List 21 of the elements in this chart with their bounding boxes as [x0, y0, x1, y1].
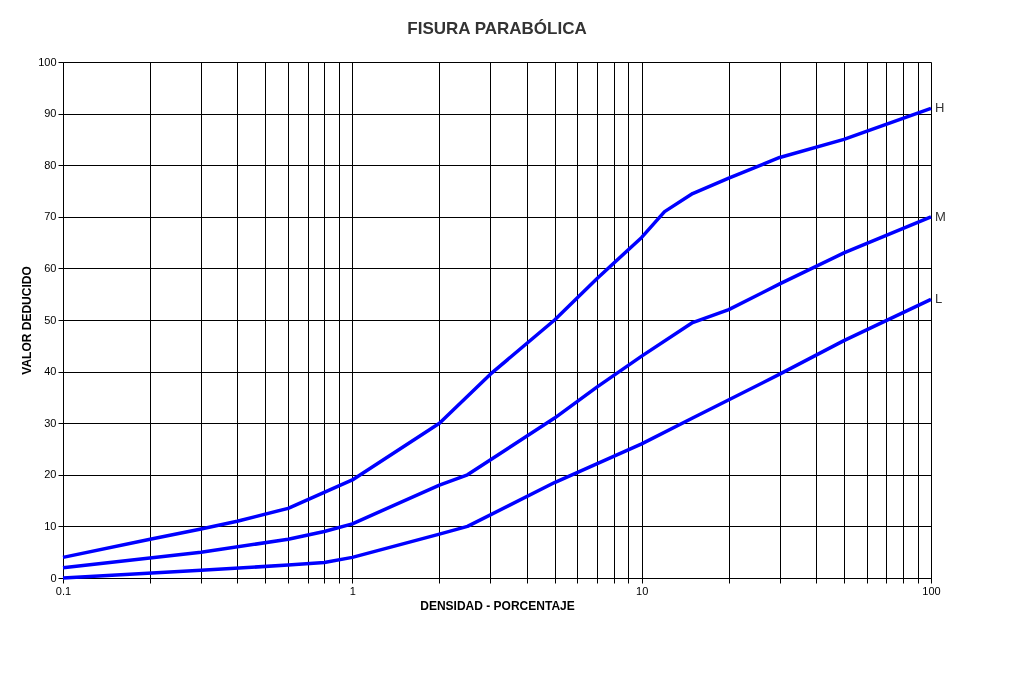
y-tick-label: 60: [44, 261, 57, 274]
series-label: H: [935, 100, 945, 116]
x-tick-label: 0.1: [55, 584, 72, 597]
y-tick-label: 40: [44, 365, 57, 378]
y-tick-label: 80: [44, 158, 57, 171]
y-tick-label: 0: [50, 571, 57, 584]
x-tick-label: 100: [922, 584, 941, 597]
series-label: L: [935, 291, 943, 307]
y-tick-label: 30: [44, 416, 57, 429]
y-tick-label: 20: [44, 468, 57, 481]
chart-title: FISURA PARABÓLICA: [407, 19, 587, 38]
x-tick-label: 1: [349, 584, 356, 597]
y-axis-title: VALOR DEDUCIDO: [20, 266, 35, 375]
x-tick-label: 10: [636, 584, 649, 597]
y-tick-label: 50: [44, 313, 57, 326]
x-axis-title: DENSIDAD - PORCENTAJE: [420, 598, 575, 613]
y-tick-label: 100: [38, 55, 57, 68]
y-tick-label: 90: [44, 107, 57, 120]
y-tick-label: 10: [44, 519, 57, 532]
y-tick-label: 70: [44, 210, 57, 223]
series-label: M: [935, 208, 946, 224]
